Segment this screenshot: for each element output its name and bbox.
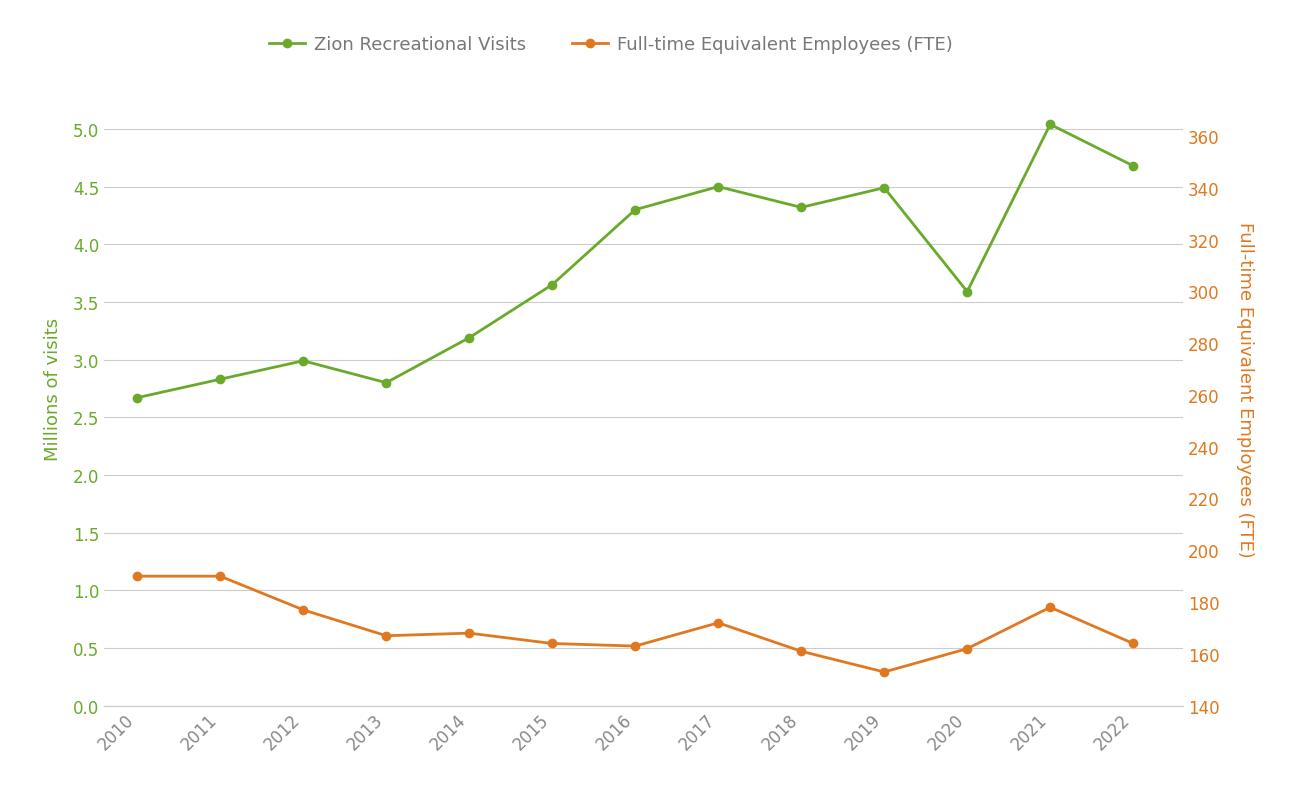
Full-time Equivalent Employees (FTE) [545, 639, 560, 649]
Full-time Equivalent Employees (FTE) [212, 572, 227, 581]
Full-time Equivalent Employees (FTE) [1043, 602, 1058, 612]
Zion Recreational Visits [876, 184, 892, 193]
Zion Recreational Visits [710, 183, 725, 192]
Full-time Equivalent Employees (FTE) [462, 629, 477, 638]
Legend: Zion Recreational Visits, Full-time Equivalent Employees (FTE): Zion Recreational Visits, Full-time Equi… [263, 29, 959, 62]
Full-time Equivalent Employees (FTE) [1126, 639, 1141, 649]
Zion Recreational Visits [1126, 162, 1141, 172]
Zion Recreational Visits [378, 379, 394, 388]
Full-time Equivalent Employees (FTE) [876, 667, 892, 677]
Zion Recreational Visits [130, 393, 146, 403]
Full-time Equivalent Employees (FTE) [130, 572, 146, 581]
Line: Zion Recreational Visits: Zion Recreational Visits [133, 121, 1138, 403]
Zion Recreational Visits [212, 375, 227, 385]
Zion Recreational Visits [295, 357, 311, 367]
Y-axis label: Full-time Equivalent Employees (FTE): Full-time Equivalent Employees (FTE) [1236, 221, 1254, 557]
Zion Recreational Visits [959, 287, 975, 297]
Zion Recreational Visits [462, 334, 477, 343]
Full-time Equivalent Employees (FTE) [793, 646, 809, 656]
Full-time Equivalent Employees (FTE) [710, 618, 725, 628]
Zion Recreational Visits [628, 205, 644, 215]
Full-time Equivalent Employees (FTE) [628, 642, 644, 651]
Full-time Equivalent Employees (FTE) [295, 606, 311, 615]
Y-axis label: Millions of visits: Millions of visits [44, 318, 61, 460]
Full-time Equivalent Employees (FTE) [378, 631, 394, 641]
Zion Recreational Visits [793, 203, 809, 213]
Zion Recreational Visits [545, 281, 560, 290]
Full-time Equivalent Employees (FTE) [959, 644, 975, 654]
Line: Full-time Equivalent Employees (FTE): Full-time Equivalent Employees (FTE) [133, 573, 1138, 676]
Zion Recreational Visits [1043, 120, 1058, 130]
